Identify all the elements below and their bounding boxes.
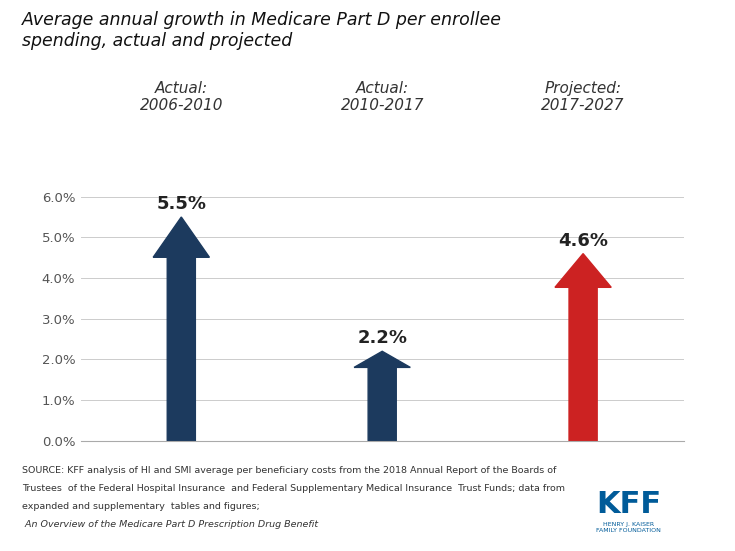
Text: Trustees  of the Federal Hospital Insurance  and Federal Supplementary Medical I: Trustees of the Federal Hospital Insuran… [22,484,565,493]
Text: Actual:
2010-2017: Actual: 2010-2017 [340,80,424,113]
Text: KFF: KFF [596,490,661,520]
Text: SOURCE: KFF analysis of HI and SMI average per beneficiary costs from the 2018 A: SOURCE: KFF analysis of HI and SMI avera… [22,466,556,474]
Text: An Overview of the Medicare Part D Prescription Drug Benefit: An Overview of the Medicare Part D Presc… [22,520,318,529]
Text: expanded and supplementary  tables and figures;: expanded and supplementary tables and fi… [22,502,259,511]
Text: HENRY J. KAISER
FAMILY FOUNDATION: HENRY J. KAISER FAMILY FOUNDATION [596,522,661,533]
FancyArrow shape [153,217,209,441]
Text: 4.6%: 4.6% [558,231,608,250]
Text: Projected:
2017-2027: Projected: 2017-2027 [542,80,625,113]
Text: 2.2%: 2.2% [357,329,407,347]
Text: Actual:
2006-2010: Actual: 2006-2010 [140,80,223,113]
FancyArrow shape [354,352,410,441]
FancyArrow shape [555,253,612,441]
Text: Average annual growth in Medicare Part D per enrollee
spending, actual and proje: Average annual growth in Medicare Part D… [22,11,502,50]
Text: 5.5%: 5.5% [157,195,207,213]
